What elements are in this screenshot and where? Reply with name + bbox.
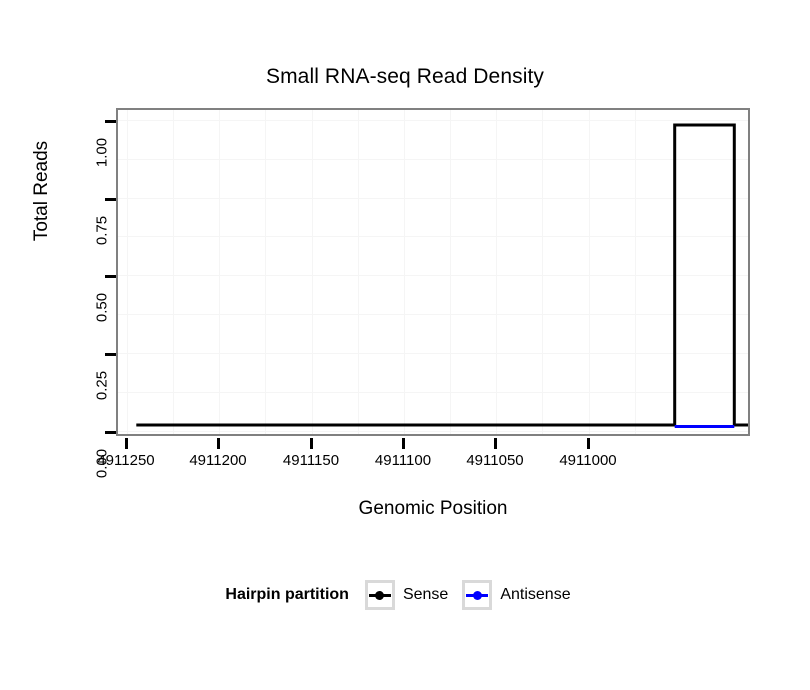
y-axis-title-text: Total Reads [31, 140, 52, 242]
gridline-vertical-major-3 [312, 110, 313, 434]
series-layer [136, 123, 748, 428]
legend-key-dot-sense [375, 590, 385, 600]
y-tick-mark-5 [105, 431, 116, 434]
y-tick-label-1: 1.00 [93, 137, 111, 168]
x-tick-label-1: 4911250 [97, 452, 155, 469]
gridline-horizontal-minor-2 [118, 236, 748, 237]
x-tick-mark-1 [125, 438, 128, 449]
chart-legend: Hairpin partition Sense Antisense [0, 580, 810, 610]
y-tick-label-4: 0.25 [93, 370, 111, 401]
y-tick-mark-1 [105, 120, 116, 123]
x-tick-mark-4 [402, 438, 405, 449]
x-tick-label-3: 4911150 [282, 452, 340, 469]
gridline-vertical-major-4 [404, 110, 405, 434]
x-tick-label-4: 4911100 [374, 452, 432, 469]
series-line-sense [136, 123, 748, 427]
x-tick-mark-2 [217, 438, 220, 449]
gridline-horizontal-minor-1 [118, 159, 748, 160]
legend-item-antisense[interactable]: Antisense [462, 580, 571, 610]
y-tick-label-2: 0.75 [93, 215, 111, 246]
x-tick-label-5: 4911050 [466, 452, 524, 469]
plot-panel [116, 108, 750, 436]
gridline-vertical-major-5 [496, 110, 497, 434]
legend-key-antisense-icon [462, 580, 493, 610]
gridline-vertical-minor-6 [635, 110, 636, 434]
legend-label-antisense: Antisense [500, 586, 571, 603]
y-tick-mark-4 [105, 353, 116, 356]
plot-area [118, 110, 748, 434]
gridline-vertical-minor-3 [358, 110, 359, 434]
gridline-vertical-major-6 [589, 110, 590, 434]
x-axis-title: Genomic Position [358, 498, 508, 519]
gridline-vertical-minor-5 [542, 110, 543, 434]
gridline-horizontal-minor-4 [118, 392, 748, 393]
gridline-vertical-minor-1 [173, 110, 174, 434]
gridline-horizontal-major-4 [118, 353, 748, 354]
gridline-vertical-major-1 [127, 110, 128, 434]
x-tick-mark-3 [310, 438, 313, 449]
gridline-vertical-minor-4 [450, 110, 451, 434]
gridline-vertical-major-2 [219, 110, 220, 434]
gridline-horizontal-major-5 [118, 431, 748, 432]
legend-key-dot-antisense [472, 590, 482, 600]
legend-title: Hairpin partition [225, 586, 349, 603]
y-tick-mark-3 [105, 275, 116, 278]
x-tick-label-6: 4911000 [559, 452, 617, 469]
chart-title: Small RNA-seq Read Density [265, 65, 545, 88]
gridline-horizontal-major-2 [118, 198, 748, 199]
gridline-horizontal-major-3 [118, 275, 748, 276]
gridline-horizontal-major-1 [118, 120, 748, 121]
x-tick-mark-6 [587, 438, 590, 449]
gridline-horizontal-minor-3 [118, 314, 748, 315]
legend-label-sense: Sense [402, 586, 449, 603]
x-tick-label-2: 4911200 [189, 452, 247, 469]
gridline-vertical-minor-2 [265, 110, 266, 434]
legend-key-sense-icon [364, 580, 395, 610]
y-axis-title: Total Reads [31, 141, 53, 241]
x-tick-mark-5 [494, 438, 497, 449]
y-tick-label-3: 0.50 [93, 292, 111, 323]
y-tick-mark-2 [105, 198, 116, 201]
legend-item-sense[interactable]: Sense [364, 580, 449, 610]
